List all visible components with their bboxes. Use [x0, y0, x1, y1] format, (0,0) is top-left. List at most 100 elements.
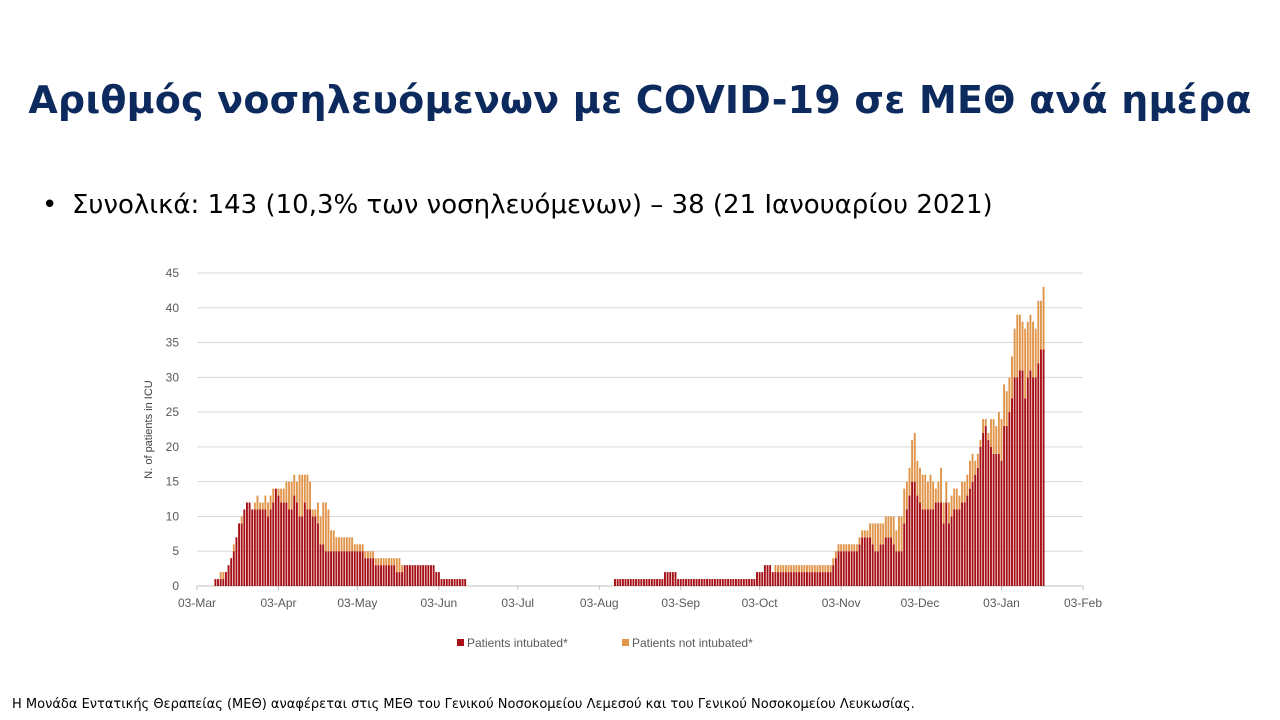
bar-intubated [871, 544, 874, 586]
bar-intubated [787, 572, 790, 586]
bar-intubated [664, 572, 666, 586]
bar-intubated [884, 537, 887, 586]
bar-intubated [945, 502, 948, 586]
bar-intubated [385, 565, 388, 586]
bar-intubated [848, 551, 850, 586]
bar-intubated [348, 551, 351, 586]
bar-not-intubated [947, 502, 950, 524]
bar-intubated [440, 579, 443, 586]
bar-intubated [969, 488, 971, 586]
bar-intubated [758, 572, 761, 586]
bar-intubated [419, 565, 422, 586]
bar-intubated [232, 551, 235, 586]
bar-not-intubated [866, 530, 869, 538]
bar-intubated [1000, 460, 1003, 586]
bar-not-intubated [1034, 328, 1037, 378]
bar-intubated [950, 516, 953, 586]
bar-intubated [900, 551, 903, 586]
bar-not-intubated [982, 419, 985, 433]
bar-intubated [685, 579, 687, 586]
bar-not-intubated [377, 558, 380, 566]
bar-intubated [272, 502, 275, 586]
bar-not-intubated [808, 565, 811, 573]
bar-intubated [290, 509, 293, 586]
bar-not-intubated [824, 565, 827, 573]
bar-not-intubated [976, 453, 979, 468]
bar-not-intubated [858, 537, 861, 545]
bar-intubated [303, 502, 306, 586]
bar-intubated [435, 572, 438, 586]
bar-intubated [214, 579, 217, 586]
bar-intubated [887, 537, 890, 586]
bar-intubated [795, 572, 798, 586]
bar-intubated [808, 572, 811, 586]
bar-intubated [351, 551, 354, 586]
bar-intubated [997, 453, 1000, 586]
y-tick-label: 35 [166, 336, 180, 350]
y-tick-label: 15 [166, 475, 180, 489]
bar-intubated [443, 579, 446, 586]
bar-intubated [898, 551, 900, 586]
bar-not-intubated [306, 474, 309, 510]
bar-not-intubated [393, 558, 396, 566]
bar-not-intubated [1037, 300, 1040, 364]
bar-intubated [890, 537, 893, 586]
bar-not-intubated [1013, 328, 1016, 378]
bar-intubated [690, 579, 693, 586]
bar-intubated [219, 579, 222, 586]
bar-intubated [824, 572, 827, 586]
bar-not-intubated [387, 558, 390, 566]
bar-intubated [343, 551, 346, 586]
bar-intubated [335, 551, 338, 586]
bar-intubated [411, 565, 414, 586]
bar-not-intubated [955, 488, 958, 510]
bar-intubated [740, 579, 743, 586]
bar-intubated [637, 579, 640, 586]
bar-intubated [1005, 426, 1008, 586]
bar-not-intubated [819, 565, 822, 573]
bar-not-intubated [916, 460, 919, 496]
bar-intubated [703, 579, 706, 586]
bar-not-intubated [827, 565, 829, 573]
bar-intubated [422, 565, 425, 586]
bar-not-intubated [855, 544, 858, 552]
bar-not-intubated [940, 467, 942, 503]
bar-not-intubated [876, 523, 879, 552]
bar-not-intubated [280, 488, 283, 503]
x-tick-label: 03-Apr [260, 596, 296, 610]
bar-not-intubated [293, 474, 296, 496]
bar-not-intubated [285, 481, 288, 503]
y-tick-label: 20 [166, 440, 180, 454]
bar-not-intubated [374, 558, 377, 566]
bar-intubated [756, 572, 758, 586]
bar-not-intubated [1018, 314, 1021, 371]
bar-not-intubated [848, 544, 850, 552]
bar-not-intubated [316, 502, 319, 524]
bar-not-intubated [934, 488, 937, 503]
bar-not-intubated [303, 474, 306, 503]
bar-not-intubated [298, 474, 301, 517]
bar-intubated [987, 439, 990, 586]
bar-intubated [753, 579, 756, 586]
bar-not-intubated [219, 572, 222, 580]
bar-intubated [451, 579, 453, 586]
bar-not-intubated [264, 495, 267, 510]
bar-not-intubated [882, 523, 885, 545]
bar-intubated [724, 579, 727, 586]
bar-not-intubated [380, 558, 382, 566]
bar-intubated [782, 572, 785, 586]
bar-intubated [650, 579, 653, 586]
bar-not-intubated [364, 551, 367, 559]
bar-intubated [979, 446, 982, 586]
bar-not-intubated [269, 495, 272, 510]
bar-not-intubated [359, 544, 361, 552]
bar-intubated [792, 572, 795, 586]
bar-not-intubated [272, 488, 275, 503]
bar-not-intubated [834, 551, 837, 559]
x-tick-label: 03-Oct [742, 596, 779, 610]
bar-intubated [406, 565, 409, 586]
bar-not-intubated [1011, 356, 1013, 399]
bar-intubated [624, 579, 627, 586]
x-tick-label: 03-Aug [580, 596, 619, 610]
bar-intubated [230, 558, 233, 586]
